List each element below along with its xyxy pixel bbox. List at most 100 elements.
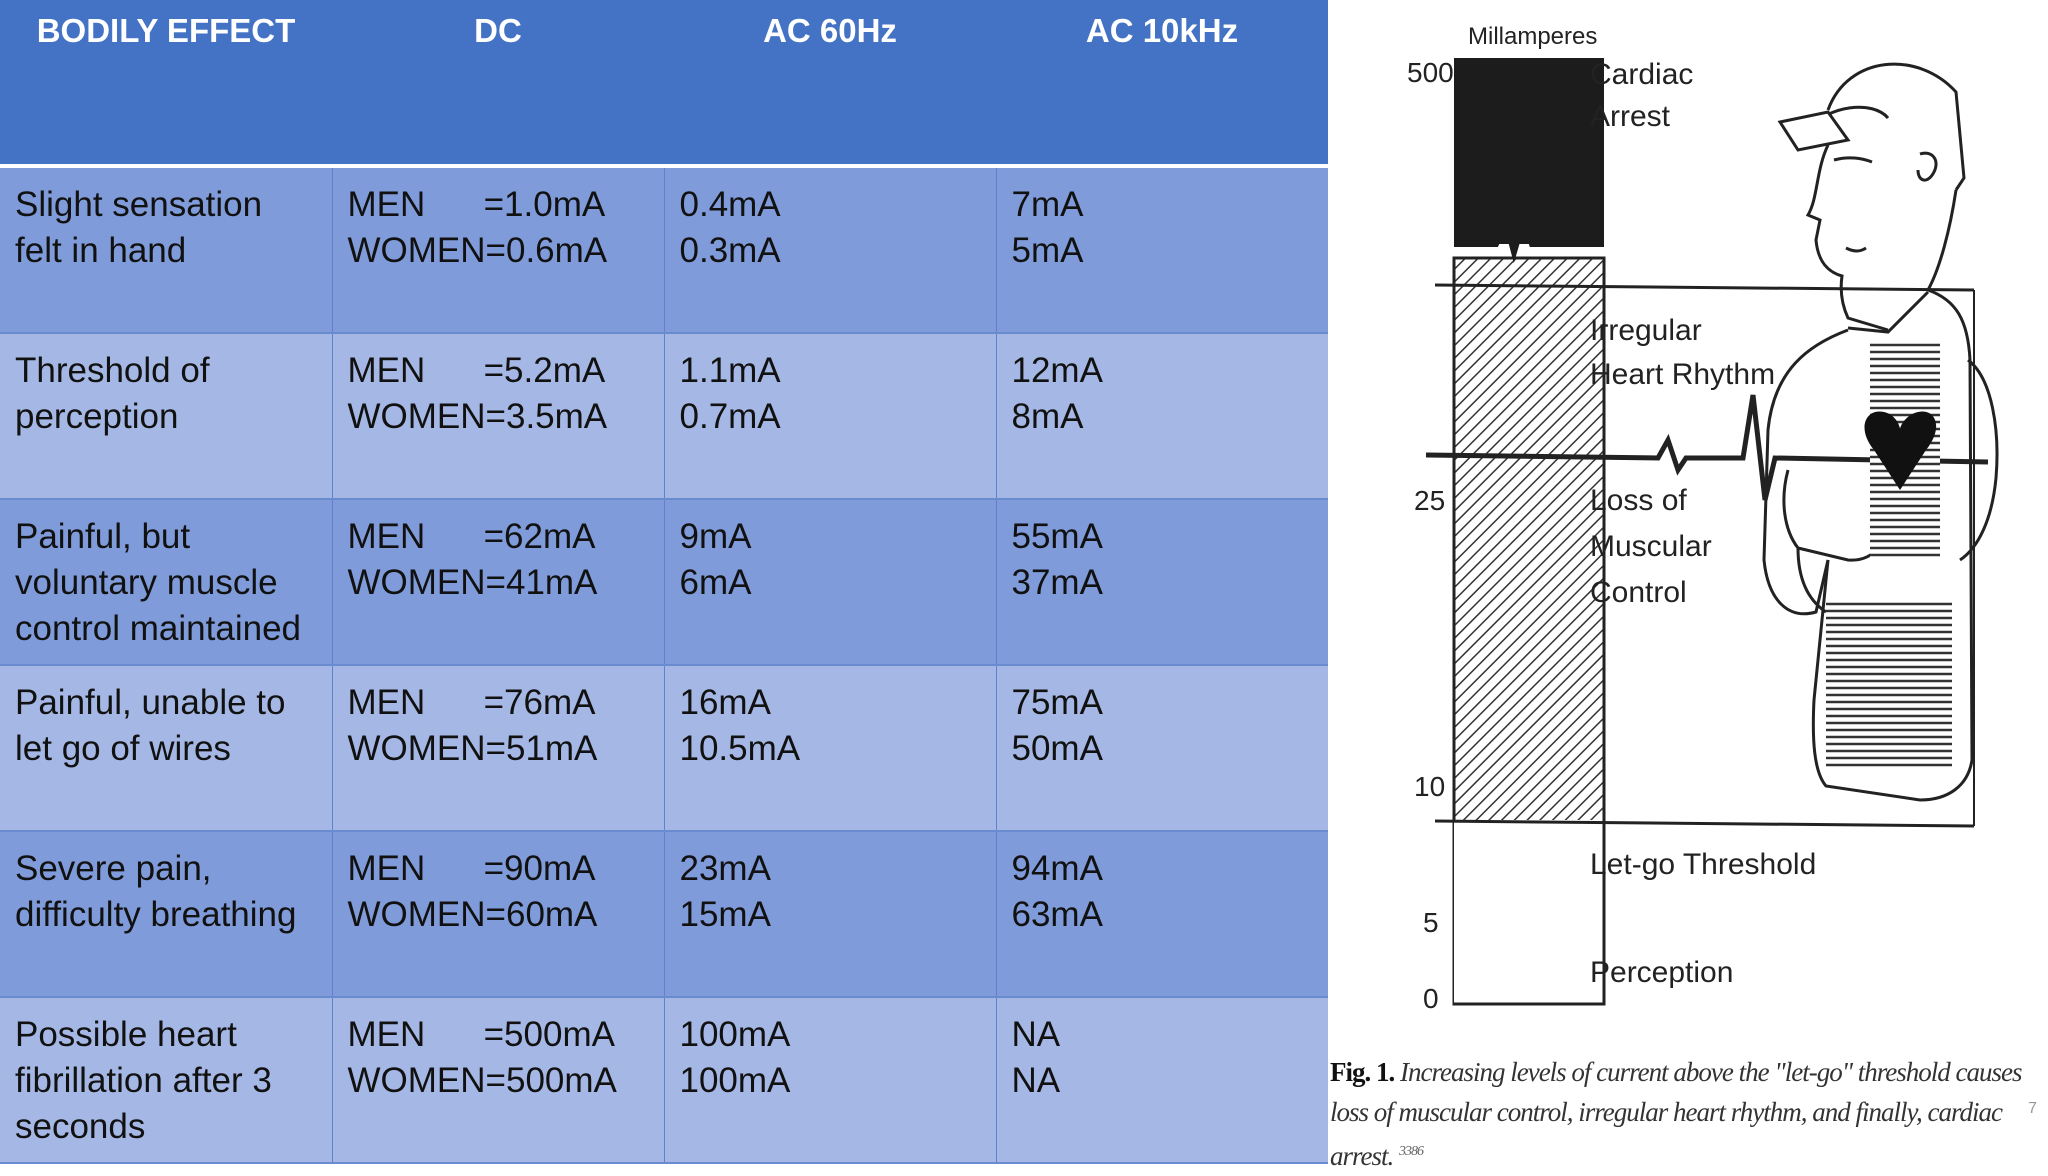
dc-cell: MEN =76mA WOMEN=51mA (332, 665, 665, 832)
tick-500: 500 (1407, 57, 1454, 88)
table-row: Threshold of perception MEN =5.2mA WOMEN=3… (0, 333, 1328, 500)
dc-cell: MEN =90mA WOMEN=60mA (332, 831, 665, 998)
ac10k-cell: 12mA 8mA (996, 333, 1328, 500)
dc-men-value: MEN =500mA (347, 1015, 615, 1054)
ac10k-women-value: 50mA (1011, 729, 1103, 768)
effect-cell: Slight sensation felt in hand (0, 166, 333, 334)
label-line: Muscular (1590, 530, 1712, 563)
dc-men-value: MEN =1.0mA (347, 185, 606, 224)
label-line: Heart Rhythm (1590, 358, 1775, 391)
effect-line: Severe pain, (15, 849, 212, 888)
table-row: Possible heart fibrillation after 3 second… (0, 997, 1328, 1164)
caption-text: Increasing levels of current above the "… (1330, 1057, 2023, 1171)
effect-line: Painful, unable to (15, 683, 286, 722)
label-line: Control (1590, 576, 1687, 609)
dc-men-value: MEN =5.2mA (347, 351, 606, 390)
dc-cell: MEN =1.0mA WOMEN=0.6mA (332, 166, 665, 334)
axis-title: Millamperes (1468, 23, 1597, 50)
ac60-women-value: 15mA (679, 895, 771, 934)
bodily-effect-table: BODILY EFFECT DC AC 60Hz AC 10kHz Slight… (0, 0, 1328, 1164)
ac10k-men-value: 12mA (1011, 351, 1103, 390)
letgo-threshold-line (1434, 819, 1975, 828)
ac60-men-value: 0.4mA (679, 185, 781, 224)
effect-line: Painful, but (15, 517, 191, 556)
effect-line: Threshold of (15, 351, 210, 390)
ac60-women-value: 6mA (679, 563, 752, 602)
table-row: Painful, but voluntary muscle control main… (0, 499, 1328, 666)
effect-line: Slight sensation (15, 185, 263, 224)
ac10k-men-value: NA (1011, 1015, 1061, 1054)
dc-women-value: WOMEN=51mA (347, 729, 598, 768)
effect-cell: Possible heart fibrillation after 3 second… (0, 997, 333, 1164)
current-effects-figure: Millamperes 500 25 10 5 0 Cardiac Arrest… (1328, 0, 2048, 1152)
ac60-women-value: 100mA (679, 1061, 791, 1100)
ac10k-cell: 75mA 50mA (996, 665, 1328, 832)
dc-women-value: WOMEN=3.5mA (347, 397, 608, 436)
ac10k-men-value: 94mA (1011, 849, 1103, 888)
ac60-cell: 100mA 100mA (664, 997, 997, 1164)
label-cardiac-arrest: Cardiac Arrest (1590, 58, 1693, 133)
effect-line: voluntary muscle (15, 563, 278, 602)
dc-men-value: MEN =90mA (347, 849, 596, 888)
dc-women-value: WOMEN=0.6mA (347, 231, 608, 270)
effect-line: felt in hand (15, 231, 187, 270)
ac60-cell: 1.1mA 0.7mA (664, 333, 997, 500)
ac10k-women-value: 8mA (1011, 397, 1084, 436)
table-row: Painful, unable to let go of wires MEN =7… (0, 665, 1328, 832)
ac60-women-value: 0.3mA (679, 231, 781, 270)
label-perception: Perception (1590, 956, 1733, 989)
ac10k-women-value: 37mA (1011, 563, 1103, 602)
ac60-men-value: 16mA (679, 683, 771, 722)
tick-0: 0 (1423, 983, 1439, 1014)
dc-cell: MEN =5.2mA WOMEN=3.5mA (332, 333, 665, 500)
label-loss-of-muscular-control: Loss of Muscular Control (1590, 484, 1712, 609)
figure-caption: Fig. 1. Increasing levels of current abo… (1330, 1052, 2044, 1176)
label-irregular-heart-rhythm: Irregular Heart Rhythm (1590, 314, 1775, 391)
heart-icon (1864, 411, 1937, 490)
table-row: Slight sensation felt in hand MEN =1.0mA W… (0, 166, 1328, 334)
ac10k-men-value: 75mA (1011, 683, 1103, 722)
effect-line: perception (15, 397, 179, 436)
current-bar (1452, 58, 1606, 1006)
dc-men-value: MEN =62mA (347, 517, 596, 556)
effect-cell: Painful, unable to let go of wires (0, 665, 333, 832)
ac60-cell: 9mA 6mA (664, 499, 997, 666)
label-line: Arrest (1590, 100, 1671, 133)
effect-line: Possible heart (15, 1015, 237, 1054)
caption-label: Fig. 1. (1330, 1057, 1395, 1087)
effect-line: seconds (15, 1107, 146, 1146)
dc-women-value: WOMEN=41mA (347, 563, 598, 602)
effect-cell: Threshold of perception (0, 333, 333, 500)
label-let-go-threshold: Let-go Threshold (1590, 848, 1816, 881)
ac60-men-value: 1.1mA (679, 351, 781, 390)
header-dc: DC (332, 0, 664, 168)
header-bodily-effect: BODILY EFFECT (0, 0, 332, 168)
ac60-men-value: 9mA (679, 517, 752, 556)
ac10k-cell: 94mA 63mA (996, 831, 1328, 998)
ac10k-women-value: 5mA (1011, 231, 1084, 270)
arrest-threshold-line (1434, 283, 1975, 292)
dc-cell: MEN =500mA WOMEN=500mA (332, 997, 665, 1164)
ac60-women-value: 10.5mA (679, 729, 801, 768)
ac10k-cell: 7mA 5mA (996, 166, 1328, 334)
effect-line: fibrillation after 3 (15, 1061, 272, 1100)
dc-women-value: WOMEN=60mA (347, 895, 598, 934)
ac60-women-value: 0.7mA (679, 397, 781, 436)
effect-line: let go of wires (15, 729, 231, 768)
ac60-cell: 0.4mA 0.3mA (664, 166, 997, 334)
dc-men-value: MEN =76mA (347, 683, 596, 722)
page-number: 7 (2028, 1100, 2037, 1117)
ac10k-women-value: NA (1011, 1061, 1061, 1100)
ac60-men-value: 100mA (679, 1015, 791, 1054)
effect-line: difficulty breathing (15, 895, 297, 934)
heartbeat-trace-icon (1425, 394, 1989, 501)
label-line: Cardiac (1590, 58, 1693, 91)
ac60-men-value: 23mA (679, 849, 771, 888)
effect-line: control maintained (15, 609, 301, 648)
ac60-cell: 16mA 10.5mA (664, 665, 997, 832)
ac10k-cell: 55mA 37mA (996, 499, 1328, 666)
header-ac-10khz: AC 10kHz (996, 0, 1328, 168)
header-ac-60hz: AC 60Hz (664, 0, 996, 168)
dc-cell: MEN =62mA WOMEN=41mA (332, 499, 665, 666)
ac10k-men-value: 7mA (1011, 185, 1084, 224)
